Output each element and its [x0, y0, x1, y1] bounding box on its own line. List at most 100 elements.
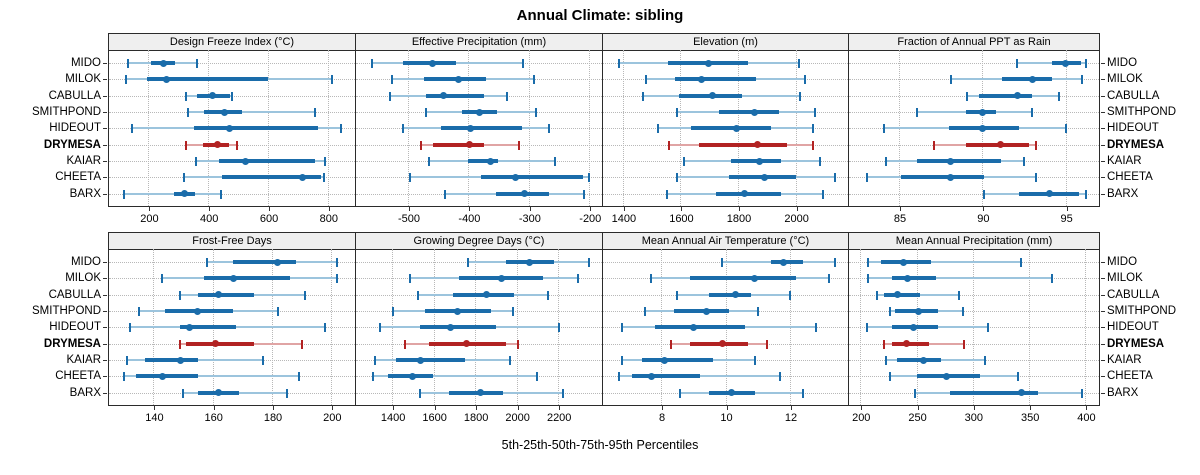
- whisker-cap-high: [521, 59, 524, 68]
- row-tick: [103, 327, 107, 329]
- whisker-cap-low: [721, 258, 724, 267]
- figure-title: Annual Climate: sibling: [516, 7, 684, 24]
- whisker-cap-low: [182, 388, 185, 398]
- station-label: CABULLA: [1107, 288, 1160, 301]
- whisker-cap-low: [866, 173, 869, 183]
- whisker-cap-high: [811, 124, 814, 134]
- median-dot: [978, 108, 986, 116]
- iqr-bar: [654, 325, 745, 330]
- median-dot: [704, 59, 712, 67]
- axis-tick-label: 2200: [546, 412, 572, 424]
- median-dot: [214, 141, 221, 149]
- median-dot: [299, 173, 307, 181]
- iqr-bar: [715, 191, 781, 196]
- whisker-cap-high: [562, 388, 565, 398]
- median-dot: [417, 356, 425, 364]
- axis-tick-label: 1600: [669, 213, 694, 225]
- row-tick: [1101, 360, 1105, 362]
- axis-tick: [623, 206, 625, 211]
- whisker-cap-high: [313, 108, 316, 118]
- median-dot: [761, 173, 768, 181]
- median-dot: [904, 274, 912, 282]
- whisker-cap-high: [1023, 157, 1025, 167]
- station-label: MIDO: [70, 57, 101, 69]
- median-dot: [697, 75, 705, 83]
- median-dot: [909, 323, 917, 331]
- whisker-cap-high: [984, 356, 987, 366]
- iqr-bar: [419, 325, 496, 330]
- median-dot: [194, 307, 202, 315]
- axis-tick: [213, 405, 215, 410]
- panel-header: Fraction of Annual PPT as Rain: [849, 34, 1099, 51]
- median-dot: [467, 124, 475, 132]
- median-dot: [731, 291, 739, 299]
- whisker-cap-high: [803, 75, 806, 85]
- panel-growing-degree-days-c: Growing Degree Days (°C) 1400 1600 1800 2000…: [355, 232, 603, 424]
- station-label: CHEETA: [1107, 171, 1153, 184]
- whisker-cap-low: [867, 258, 870, 267]
- row-gridline: [109, 193, 355, 195]
- median-dot: [176, 356, 184, 364]
- panel-plot-area: [849, 249, 1105, 405]
- median-dot: [454, 307, 461, 315]
- iqr-bar: [675, 77, 757, 82]
- whisker-cap-low: [391, 307, 394, 317]
- row-tick: [103, 262, 107, 263]
- iqr-bar: [197, 292, 255, 297]
- whisker-cap-high: [536, 372, 539, 382]
- whisker-cap-low: [420, 140, 423, 150]
- station-labels-left: MIDO MILOK CABULLA SMITHPOND HIDEOUT DRYMESA K…: [0, 50, 101, 207]
- axis-tick-label: 250: [908, 412, 927, 424]
- whisker-cap-low: [675, 173, 678, 183]
- median-dot: [428, 59, 436, 67]
- whisker-cap-low: [125, 75, 128, 85]
- whisker-cap-low: [643, 307, 646, 317]
- median-dot: [1028, 75, 1036, 83]
- iqr-bar: [144, 358, 198, 363]
- whisker-cap-high: [814, 323, 817, 333]
- median-dot: [899, 258, 907, 266]
- axis-tick: [590, 206, 592, 211]
- station-label: MILOK: [1107, 73, 1143, 86]
- station-label: BARX: [69, 386, 101, 399]
- row-tick: [103, 112, 107, 114]
- axis-tick: [269, 206, 271, 211]
- station-label: DRYMESA: [1107, 138, 1165, 151]
- row-tick: [1101, 95, 1105, 97]
- whisker-cap-low: [131, 124, 134, 134]
- row-tick: [103, 177, 107, 179]
- median-dot: [978, 124, 986, 132]
- whisker-cap-high: [297, 372, 300, 382]
- row-tick: [1101, 311, 1105, 313]
- axis-tick-label: 1800: [726, 213, 752, 225]
- whisker-cap-high: [324, 323, 327, 333]
- axis-tick-label: 160: [204, 412, 223, 424]
- iqr-bar: [690, 276, 797, 281]
- axis-tick-label: 1800: [463, 412, 489, 424]
- median-dot: [893, 291, 901, 299]
- axis-tick: [983, 206, 985, 211]
- axis-tick: [469, 206, 471, 211]
- axis-tick: [681, 206, 683, 211]
- station-label: SMITHPOND: [32, 305, 101, 318]
- station-label: DRYMESA: [1107, 337, 1165, 350]
- row-gridline: [849, 193, 1099, 195]
- axis-tick: [154, 405, 156, 410]
- whisker-cap-low: [419, 388, 422, 398]
- panel-plot-area: [603, 249, 848, 405]
- whisker-cap-low: [389, 91, 392, 101]
- median-dot: [439, 92, 447, 100]
- median-dot: [158, 372, 166, 380]
- panel-design-freeze-index-c: Design Freeze Index (°C) 200 400 600 800: [103, 33, 356, 225]
- whisker-range: [1017, 62, 1086, 64]
- whisker-cap-high: [508, 356, 511, 366]
- whisker-cap-high: [276, 307, 279, 317]
- whisker-cap-low: [185, 140, 188, 150]
- axis-tick-label: 400: [1077, 412, 1096, 424]
- whisker-cap-high: [303, 290, 306, 300]
- station-label: CABULLA: [1107, 89, 1160, 102]
- row-tick: [1101, 294, 1105, 296]
- iqr-bar: [433, 142, 485, 147]
- whisker-cap-high: [766, 339, 769, 349]
- row-tick: [1101, 63, 1105, 64]
